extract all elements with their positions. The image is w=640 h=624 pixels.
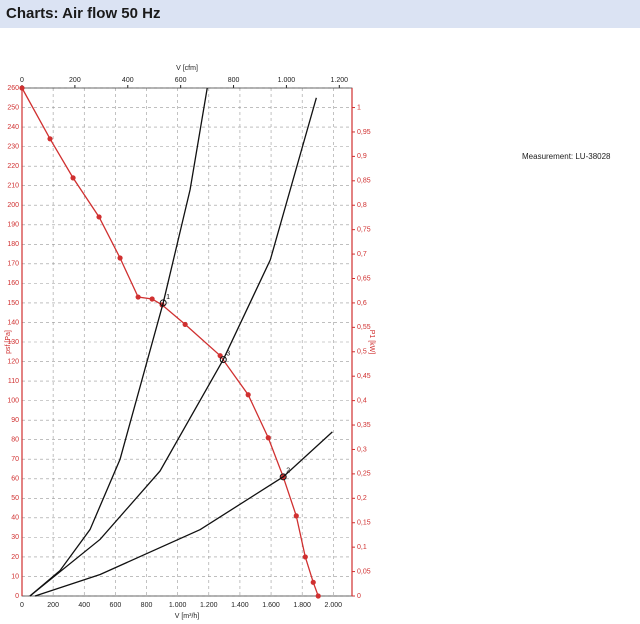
annotation: 1 bbox=[166, 294, 170, 301]
annotation: 3 bbox=[226, 350, 230, 357]
x-axis-label: V [m³/h] bbox=[175, 613, 200, 620]
y-tick-label: 90 bbox=[11, 417, 19, 424]
x2-tick-label: 1.200 bbox=[331, 77, 349, 84]
x-tick-label: 2.000 bbox=[325, 602, 343, 609]
y2-tick-label: 0,05 bbox=[357, 568, 371, 575]
point-marker bbox=[302, 554, 308, 560]
y2-tick-label: 0,2 bbox=[357, 495, 367, 502]
y-tick-label: 50 bbox=[11, 495, 19, 502]
y-tick-label: 240 bbox=[7, 124, 19, 131]
x-tick-label: 1.400 bbox=[231, 602, 249, 609]
y-tick-label: 40 bbox=[11, 515, 19, 522]
operating-point bbox=[159, 299, 167, 307]
y-tick-label: 0 bbox=[15, 593, 19, 600]
y-tick-label: 210 bbox=[7, 183, 19, 190]
x2-tick-label: 800 bbox=[228, 77, 240, 84]
y2-tick-label: 0,5 bbox=[357, 349, 367, 356]
operating-point bbox=[219, 356, 227, 364]
y-tick-label: 170 bbox=[7, 261, 19, 268]
x2-tick-label: 200 bbox=[69, 77, 81, 84]
point-marker bbox=[135, 294, 141, 300]
y-tick-label: 160 bbox=[7, 280, 19, 287]
header: Charts: Air flow 50 Hz bbox=[0, 0, 640, 28]
y-tick-label: 130 bbox=[7, 339, 19, 346]
y2-tick-label: 0,6 bbox=[357, 300, 367, 307]
x-tick-label: 0 bbox=[20, 602, 24, 609]
x-tick-label: 1.800 bbox=[293, 602, 311, 609]
point-marker bbox=[117, 255, 123, 261]
chart: 0102030405060708090100110120130140150160… bbox=[5, 65, 375, 620]
y2-tick-label: 0,75 bbox=[357, 226, 371, 233]
y-axis-label: psf [Pa] bbox=[5, 330, 12, 354]
y2-tick-label: 0,8 bbox=[357, 202, 367, 209]
y-tick-label: 220 bbox=[7, 163, 19, 170]
operating-point bbox=[279, 473, 287, 481]
x-tick-label: 600 bbox=[110, 602, 122, 609]
y-tick-label: 110 bbox=[8, 378, 19, 385]
y-tick-label: 260 bbox=[7, 85, 19, 92]
y-tick-label: 150 bbox=[7, 300, 19, 307]
point-marker bbox=[19, 85, 25, 91]
y2-tick-label: 0,45 bbox=[357, 373, 371, 380]
x2-tick-label: 400 bbox=[122, 77, 134, 84]
y-tick-label: 100 bbox=[7, 397, 19, 404]
y-tick-label: 200 bbox=[7, 202, 19, 209]
y2-tick-label: 0,15 bbox=[357, 520, 371, 527]
y2-axis-label: P1 [kW] bbox=[368, 330, 375, 355]
series-line bbox=[29, 87, 208, 597]
x2-axis-label: V [cfm] bbox=[176, 65, 198, 72]
y2-tick-label: 0 bbox=[357, 593, 361, 600]
y2-tick-label: 0,35 bbox=[357, 422, 371, 429]
y2-tick-label: 0,4 bbox=[357, 397, 367, 404]
point-marker bbox=[149, 296, 155, 302]
point-marker bbox=[47, 136, 53, 142]
y2-tick-label: 0,85 bbox=[357, 178, 371, 185]
x-tick-label: 1.200 bbox=[200, 602, 218, 609]
y-tick-label: 120 bbox=[7, 358, 19, 365]
x-tick-label: 1.600 bbox=[262, 602, 280, 609]
y2-tick-label: 0,9 bbox=[357, 153, 367, 160]
point-marker bbox=[217, 353, 223, 359]
y2-tick-label: 0,55 bbox=[357, 324, 371, 331]
series-line bbox=[34, 431, 333, 597]
x2-tick-label: 1.000 bbox=[278, 77, 296, 84]
y2-tick-label: 1 bbox=[357, 104, 361, 111]
point-marker bbox=[245, 392, 251, 398]
header-title: Charts: Air flow 50 Hz bbox=[6, 5, 161, 22]
y-tick-label: 10 bbox=[11, 573, 19, 580]
y-tick-label: 60 bbox=[11, 476, 19, 483]
y2-tick-label: 0,65 bbox=[357, 275, 371, 282]
point-marker bbox=[293, 513, 299, 519]
y-tick-label: 250 bbox=[7, 104, 19, 111]
y2-tick-label: 0,1 bbox=[357, 544, 367, 551]
measurement: Measurement: LU-38028 bbox=[522, 152, 611, 161]
y2-tick-label: 0,25 bbox=[357, 471, 371, 478]
point-marker bbox=[182, 321, 188, 328]
y-tick-label: 70 bbox=[11, 456, 19, 463]
y-tick-label: 230 bbox=[7, 143, 19, 150]
point-marker bbox=[265, 435, 271, 441]
y-tick-label: 30 bbox=[11, 534, 19, 541]
x2-tick-label: 0 bbox=[20, 77, 24, 84]
point-marker bbox=[70, 175, 76, 181]
y-tick-label: 80 bbox=[11, 437, 19, 444]
x-tick-label: 1.000 bbox=[169, 602, 187, 609]
point-marker bbox=[315, 593, 321, 599]
y2-tick-label: 0,7 bbox=[357, 251, 367, 258]
y-tick-label: 180 bbox=[7, 241, 19, 248]
x2-tick-label: 600 bbox=[175, 77, 187, 84]
point-marker bbox=[96, 214, 102, 220]
annotation: 2 bbox=[286, 468, 290, 475]
x-tick-label: 200 bbox=[47, 602, 59, 609]
y2-tick-label: 0,3 bbox=[357, 446, 367, 453]
series-line bbox=[29, 97, 317, 597]
y-tick-label: 190 bbox=[7, 222, 19, 229]
y-tick-label: 20 bbox=[11, 554, 19, 561]
point-marker bbox=[310, 579, 316, 585]
x-tick-label: 800 bbox=[141, 602, 153, 609]
y-tick-label: 140 bbox=[7, 319, 19, 326]
y2-tick-label: 0,95 bbox=[357, 129, 371, 136]
x-tick-label: 400 bbox=[78, 602, 90, 609]
